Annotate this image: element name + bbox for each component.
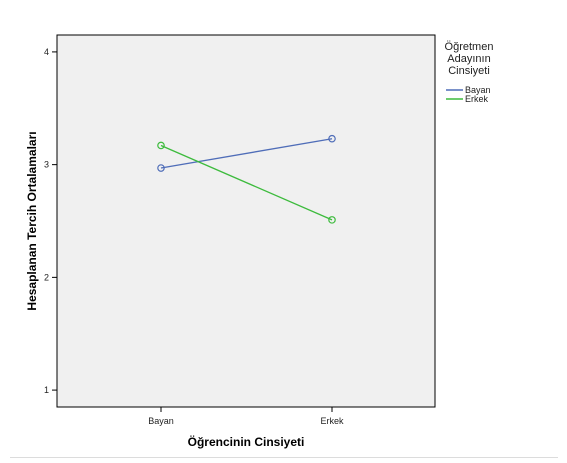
x-tick-label: Erkek (320, 416, 344, 426)
series-line-bayan (160, 138, 333, 169)
y-tick-label: 1 (44, 385, 49, 395)
legend-title-line: Öğretmen (445, 41, 494, 53)
data-point-bayan (328, 134, 336, 143)
legend-label: Erkek (465, 94, 489, 104)
plot-area (56, 34, 436, 408)
y-axis-label: Hesaplanan Tercih Ortalamaları (25, 131, 39, 310)
data-point-erkek (328, 216, 336, 224)
y-tick-label: 3 (44, 160, 49, 170)
legend-title-line: Cinsiyeti (448, 65, 490, 77)
y-axis: 1 2 3 4 (44, 47, 57, 395)
y-tick-label: 2 (44, 272, 49, 282)
data-point-erkek (157, 141, 165, 150)
legend-title-line: Adayının (447, 53, 490, 65)
legend-label: Bayan (465, 85, 491, 95)
x-tick-label: Bayan (148, 416, 174, 426)
series-line-erkek (160, 144, 333, 221)
y-tick-label: 4 (44, 47, 49, 57)
x-axis: Bayan Erkek (148, 407, 344, 426)
data-point-bayan (157, 164, 165, 172)
series-layer (157, 134, 336, 224)
bottom-divider (10, 457, 558, 458)
x-axis-label: Öğrencinin Cinsiyeti (188, 434, 305, 449)
